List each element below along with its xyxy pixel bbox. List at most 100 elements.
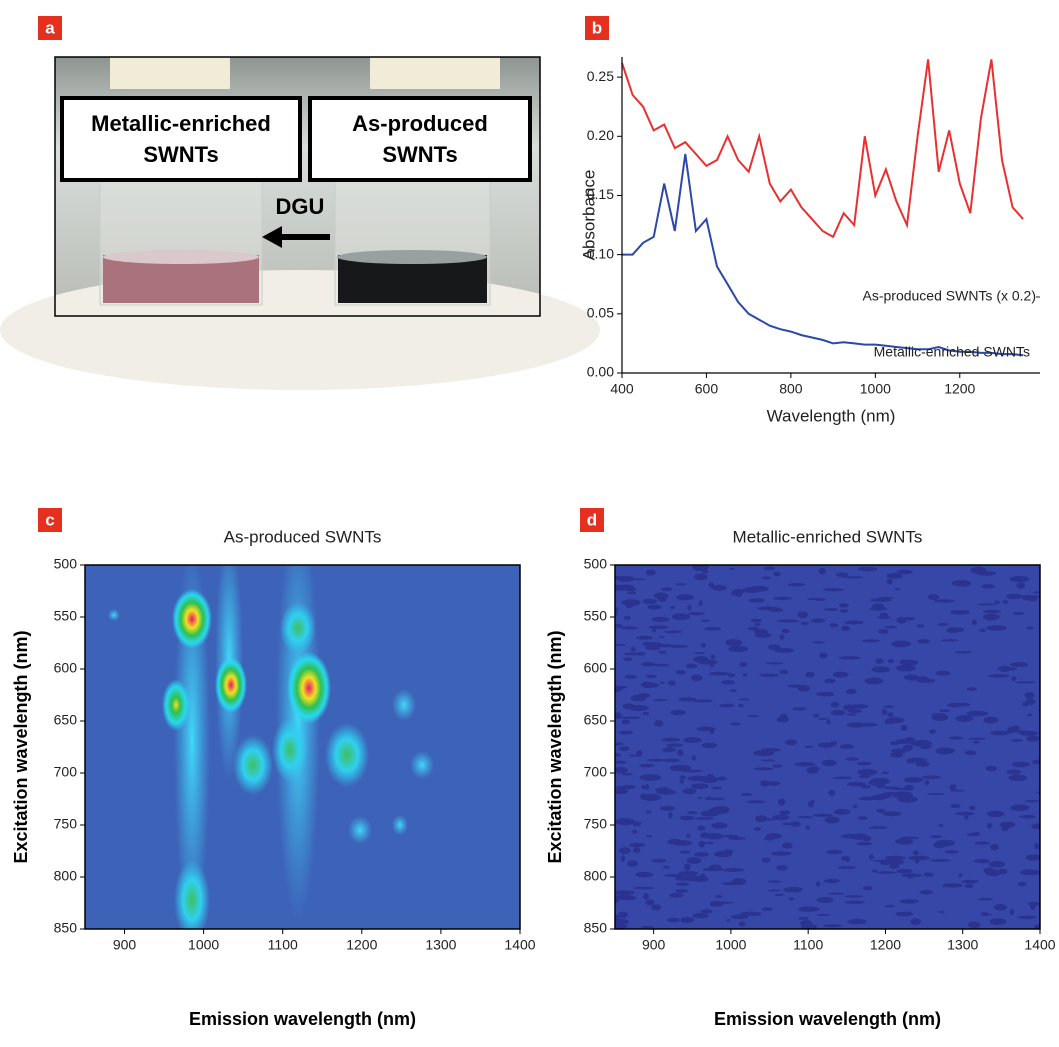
heatmap-texture bbox=[886, 572, 903, 579]
heatmap-texture bbox=[778, 810, 791, 815]
heatmap-texture bbox=[753, 827, 762, 831]
y-tick-label: 850 bbox=[54, 920, 78, 936]
heatmap-texture bbox=[988, 861, 1006, 868]
heatmap-texture bbox=[1025, 854, 1040, 861]
x-tick-label: 1200 bbox=[346, 937, 377, 953]
heatmap-texture bbox=[615, 788, 629, 795]
heatmap-texture bbox=[615, 914, 620, 920]
heatmap-texture bbox=[754, 632, 772, 638]
heatmap-texture bbox=[615, 585, 632, 591]
heatmap-texture bbox=[618, 730, 634, 735]
panel-label-box bbox=[38, 16, 62, 40]
heatmap-texture bbox=[722, 834, 739, 838]
heatmap-texture bbox=[776, 716, 789, 723]
heatmap-texture bbox=[1024, 799, 1040, 803]
panel-label-box bbox=[38, 508, 62, 532]
y-tick-label: 550 bbox=[54, 608, 78, 624]
heatmap-texture bbox=[832, 776, 853, 780]
heatmap-texture bbox=[1031, 823, 1040, 830]
y-tick-label: 0.00 bbox=[587, 364, 614, 380]
heatmap-texture bbox=[787, 583, 806, 587]
heatmap-texture bbox=[906, 758, 916, 764]
photo bbox=[0, 56, 600, 390]
heatmap-texture bbox=[691, 783, 709, 790]
heatmap-texture bbox=[885, 855, 906, 861]
series-label: As-produced SWNTs (x 0.2) bbox=[863, 288, 1037, 304]
heatmap-texture bbox=[659, 805, 676, 811]
heatmap-texture bbox=[772, 814, 790, 821]
heatmap-texture bbox=[859, 774, 871, 779]
heatmap-texture bbox=[653, 663, 670, 667]
heatmap-texture bbox=[740, 793, 753, 797]
heatmap-texture bbox=[1025, 698, 1036, 706]
heatmap-texture bbox=[804, 745, 815, 748]
heatmap-texture bbox=[693, 651, 706, 655]
heatmap-texture bbox=[742, 587, 761, 593]
heatmap-texture bbox=[919, 743, 932, 750]
heatmap-texture bbox=[885, 717, 905, 724]
heatmap-texture bbox=[779, 669, 789, 675]
heatmap-texture bbox=[627, 860, 638, 867]
heatmap-texture bbox=[891, 640, 912, 648]
heatmap-texture bbox=[615, 785, 637, 790]
x-tick-label: 900 bbox=[642, 937, 666, 953]
heatmap-texture bbox=[641, 925, 655, 929]
heatmap-texture bbox=[815, 881, 821, 887]
panel-label: a bbox=[45, 18, 55, 37]
heatmap-texture bbox=[822, 588, 844, 592]
heatmap-texture bbox=[902, 744, 913, 752]
heatmap-texture bbox=[742, 673, 748, 677]
y-tick-label: 800 bbox=[54, 868, 78, 884]
heatmap-texture bbox=[765, 833, 782, 840]
heatmap-texture bbox=[618, 746, 630, 752]
heatmap-texture bbox=[661, 747, 677, 753]
y-tick-label: 500 bbox=[54, 556, 78, 572]
heatmap-texture bbox=[841, 625, 850, 632]
heatmap-texture bbox=[710, 654, 716, 660]
heatmap-texture bbox=[666, 917, 680, 923]
heatmap-texture bbox=[819, 652, 828, 659]
heatmap-texture bbox=[722, 868, 745, 872]
heatmap-texture bbox=[1008, 774, 1028, 782]
heatmap-texture bbox=[747, 715, 759, 718]
photo-label: As-produced bbox=[352, 111, 488, 136]
heatmap-texture bbox=[635, 871, 654, 878]
heatmap-texture bbox=[856, 722, 878, 727]
heatmap-texture bbox=[987, 810, 1005, 818]
y-tick-label: 650 bbox=[54, 712, 78, 728]
heatmap-texture bbox=[661, 587, 673, 592]
heatmap-texture bbox=[977, 897, 994, 901]
heatmap-texture bbox=[773, 893, 785, 896]
heatmap-texture bbox=[679, 779, 684, 784]
x-tick-label: 1300 bbox=[425, 937, 456, 953]
heatmap-texture bbox=[818, 567, 826, 575]
heatmap-texture bbox=[830, 709, 846, 716]
heatmap-texture bbox=[792, 707, 807, 711]
heatmap-texture bbox=[883, 705, 895, 709]
heatmap-texture bbox=[651, 858, 667, 863]
heatmap-texture bbox=[845, 688, 857, 695]
heatmap-texture bbox=[1026, 626, 1034, 630]
heatmap-texture bbox=[989, 918, 1007, 926]
photo-label: SWNTs bbox=[382, 142, 457, 167]
heatmap-texture bbox=[781, 822, 802, 826]
heatmap-texture bbox=[826, 850, 843, 855]
heatmap-texture bbox=[636, 749, 643, 757]
heatmap-texture bbox=[994, 600, 1001, 604]
heatmap-texture bbox=[900, 724, 908, 731]
chart-title: Metallic-enriched SWNTs bbox=[733, 527, 923, 546]
heatmap-texture bbox=[618, 911, 629, 919]
heatmap-texture bbox=[716, 776, 727, 781]
heatmap-texture bbox=[615, 643, 626, 647]
heatmap-texture bbox=[876, 808, 886, 813]
heatmap-texture bbox=[694, 573, 708, 581]
x-tick-label: 1000 bbox=[188, 937, 219, 953]
heatmap-texture bbox=[813, 813, 833, 817]
heatmap-texture bbox=[935, 670, 951, 676]
heatmap-texture bbox=[931, 713, 947, 717]
heatmap-texture bbox=[698, 659, 718, 665]
heatmap-texture bbox=[975, 858, 990, 864]
heatmap-texture bbox=[746, 800, 766, 804]
heatmap-texture bbox=[910, 918, 921, 925]
heatmap-texture bbox=[857, 566, 878, 572]
